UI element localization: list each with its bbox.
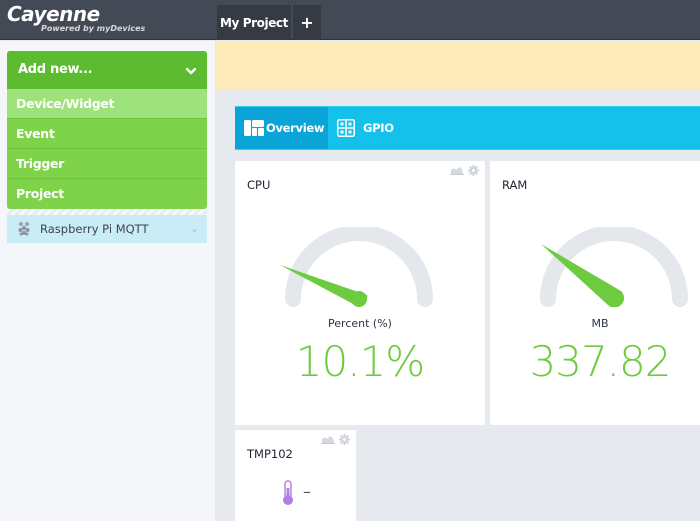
raspberry-pi-icon [18,222,30,236]
add-new-label: Add new... [18,62,93,77]
widget-value: 337.82 [529,337,672,386]
widget-actions [450,165,479,176]
widget-value: 10.1% [295,337,425,386]
tab-gpio[interactable]: GPIO [337,107,394,149]
widget-unit: MB [591,317,609,330]
chart-icon[interactable] [321,434,335,444]
widget-cpu[interactable]: CPU Percent (%) 10.1% [235,161,485,425]
device-label: Raspberry Pi MQTT [40,222,149,236]
main-content: Overview GPIO CPU Percent (%) [216,41,700,521]
chart-icon[interactable] [450,165,464,175]
logo-subtitle: Powered by myDevices [41,24,146,33]
sidebar: Raspberry Pi MQTT ⌄ Add new... Device/Wi… [0,41,216,521]
drop-placeholder [7,205,207,215]
menu-item-project[interactable]: Project [7,179,207,209]
project-tab[interactable]: My Project [217,5,291,40]
gear-icon[interactable] [339,434,350,445]
add-new-menu: Device/Widget Event Trigger Project [7,89,207,209]
widget-unit: Percent (%) [328,317,392,330]
chevron-down-icon [185,51,197,89]
widget-title: CPU [247,178,271,192]
widget-actions [321,434,350,445]
tab-gpio-label: GPIO [363,121,394,135]
cpu-gauge [280,227,433,307]
widget-value: – [303,482,311,501]
gpio-icon [337,119,355,137]
top-bar: Cayenne Powered by myDevices My Project … [0,0,700,40]
menu-item-device-widget[interactable]: Device/Widget [7,89,207,119]
device-item-raspberry-pi[interactable]: Raspberry Pi MQTT ⌄ [7,215,207,243]
menu-item-trigger[interactable]: Trigger [7,149,207,179]
tab-overview[interactable]: Overview [235,107,328,149]
logo[interactable]: Cayenne Powered by myDevices [7,2,145,33]
logo-text: Cayenne [7,2,100,26]
add-new-dropdown[interactable]: Add new... [7,51,207,89]
widget-title: TMP102 [247,447,293,461]
chevron-down-icon[interactable]: ⌄ [189,222,199,235]
widget-ram[interactable]: RAM MB 337.82 [490,161,700,425]
widget-title: RAM [502,178,528,192]
gear-icon[interactable] [468,165,479,176]
dashboard-tabs: Overview GPIO [235,106,700,150]
widget-tmp102[interactable]: TMP102 – [235,430,356,521]
thermometer-icon [283,480,293,505]
notice-banner [216,41,700,89]
menu-item-event[interactable]: Event [7,119,207,149]
ram-gauge [540,227,688,307]
tab-overview-label: Overview [266,121,325,135]
add-project-button[interactable]: + [293,5,321,40]
overview-icon [244,120,264,136]
